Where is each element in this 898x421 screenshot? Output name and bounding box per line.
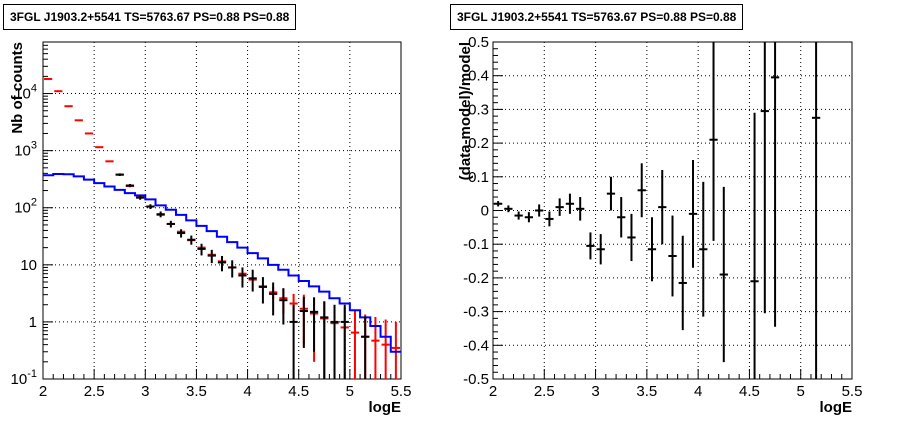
right-y-tick-label: -0.4 [463,337,489,354]
left-x-tick-label: 2.5 [84,383,105,400]
right-y-axis-label: (data-model)/model [457,42,474,180]
left-x-tick-label: 3.5 [186,383,207,400]
left-y-tick-exponent: 3 [31,140,37,152]
left-y-tick-label: 104 [14,83,37,103]
right-y-tick-label: 0.3 [468,101,489,118]
right-x-tick-label: 5.5 [842,383,863,400]
right-y-tick-label: 0.1 [468,169,489,186]
left-x-tick-label: 5 [346,383,354,400]
right-x-tick-label: 2 [489,383,497,400]
right-y-tick-label: -0.5 [463,371,489,388]
left-y-tick-base: 10 [11,371,28,388]
left-x-tick-label: 5.5 [391,383,412,400]
left-y-tick-label: 10 [20,257,37,274]
left-y-tick-exponent: 4 [31,83,37,95]
right-plot-title: 3FGL J1903.2+5541 TS=5763.67 PS=0.88 PS=… [450,4,744,30]
right-y-tick-label: -0.2 [463,270,489,287]
right-x-axis-label: logE [820,399,853,416]
right-x-tick-label: 3 [591,383,599,400]
left-x-tick-label: 2 [39,383,47,400]
left-x-tick-label: 3 [141,383,149,400]
left-y-axis-label: Nb of counts [9,42,26,134]
right-x-tick-label: 3.5 [636,383,657,400]
right-x-tick-label: 4.5 [739,383,760,400]
left-x-tick-label: 4 [243,383,251,400]
left-x-tick-label: 4.5 [288,383,309,400]
left-y-tick-base: 10 [14,143,31,160]
right-plot-frame [492,41,853,380]
right-x-tick-label: 5 [797,383,805,400]
left-y-tick-label: 10-1 [11,368,37,388]
right-y-tick-label: 0.5 [468,34,489,51]
right-plot: 2 2.5 3 3.5 4 4.5 5 5.5 -0.5 -0.4 -0.3 -0.2 -0.1 0 0.1… [457,34,862,416]
left-plot-frame [42,41,402,380]
right-y-tick-label: 0.4 [468,68,489,85]
left-y-tick-exponent: -1 [27,368,37,380]
left-plot-title: 3FGL J1903.2+5541 TS=5763.67 PS=0.88 PS=… [3,4,297,30]
left-y-tick-base: 10 [20,257,37,274]
left-x-axis-label: logE [369,399,402,416]
left-y-tick-label: 1 [29,314,37,331]
right-y-tick-label: 0.2 [468,135,489,152]
right-y-tick-label: 0 [481,203,489,220]
left-y-tick-exponent: 2 [31,197,37,209]
right-x-tick-label: 2.5 [534,383,555,400]
left-y-tick-label: 103 [14,140,37,160]
right-y-tick-label: -0.3 [463,304,489,321]
left-y-tick-base: 1 [29,314,37,331]
right-y-tick-label: -0.1 [463,236,489,253]
right-x-tick-label: 4 [694,383,702,400]
left-y-tick-base: 10 [14,86,31,103]
left-y-tick-base: 10 [14,200,31,217]
left-y-tick-label: 102 [14,197,37,217]
blue-model-step-line [43,172,401,353]
